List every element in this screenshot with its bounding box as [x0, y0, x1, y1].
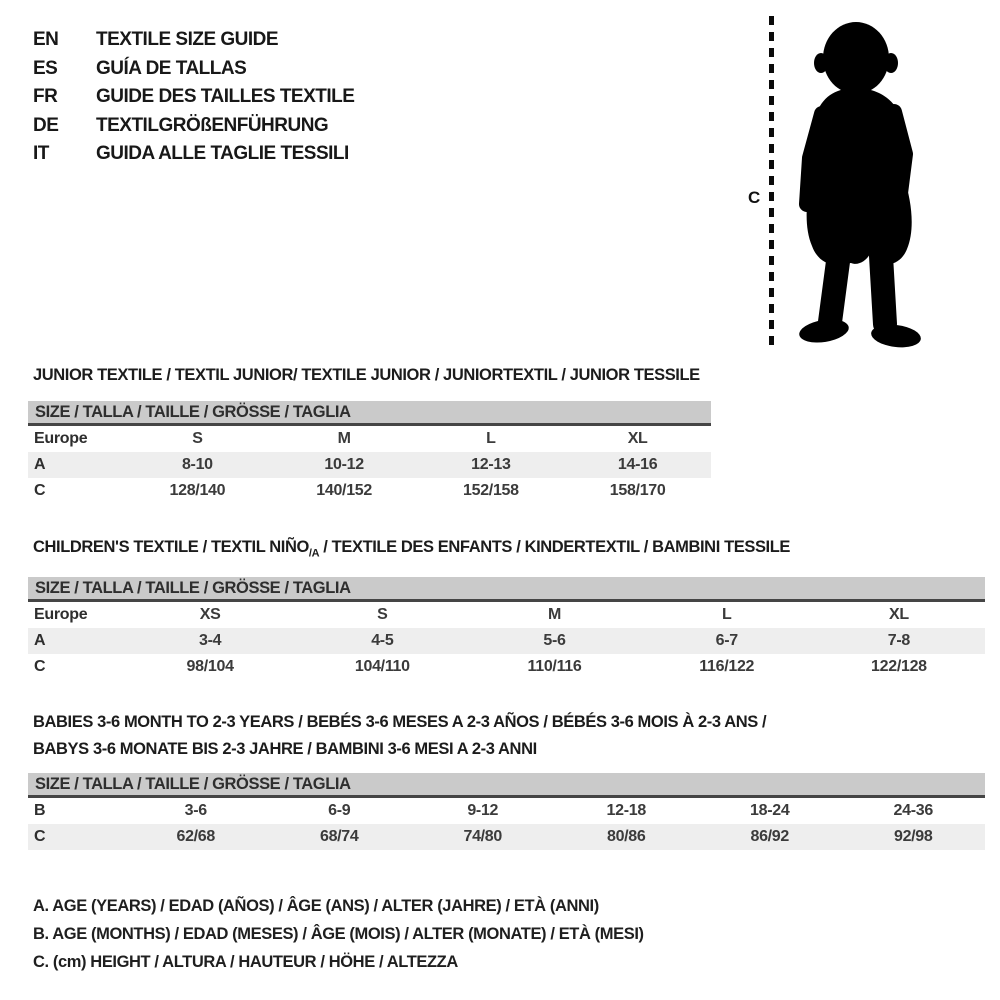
months-cell: 24-36 [893, 802, 934, 819]
height-cell: 92/98 [893, 828, 933, 845]
row-label: A [34, 456, 46, 473]
lang-row-en: EN TEXTILE SIZE GUIDE [33, 26, 354, 55]
note-height-cm: C. (cm) HEIGHT / ALTURA / HAUTEUR / HÖHE… [33, 953, 458, 971]
table-row-height: C 128/140 140/152 152/158 158/170 [28, 478, 711, 504]
height-cell: 128/140 [169, 482, 226, 499]
section-title-children: CHILDREN'S TEXTILE / TEXTIL NIÑO/A / TEX… [33, 538, 790, 559]
lang-row-fr: FR GUIDE DES TAILLES TEXTILE [33, 83, 355, 112]
age-cell: 4-5 [371, 632, 394, 649]
size-cell: S [192, 430, 203, 447]
lang-title: GUIDE DES TAILLES TEXTILE [96, 86, 355, 108]
row-label: A [34, 632, 46, 649]
height-measure-label: C [748, 188, 761, 207]
size-cell: M [547, 606, 562, 623]
months-cell: 6-9 [328, 802, 351, 819]
size-header-bar: SIZE / TALLA / TAILLE / GRÖSSE / TAGLIA [28, 577, 985, 602]
size-cell: M [337, 430, 351, 447]
age-cell: 12-13 [471, 456, 511, 473]
table-row-months: B 3-6 6-9 9-12 12-18 18-24 24-36 [28, 798, 985, 824]
months-cell: 18-24 [750, 802, 790, 819]
size-cell: XL [627, 430, 648, 447]
age-cell: 5-6 [543, 632, 566, 649]
months-cell: 9-12 [467, 802, 499, 819]
height-cell: 104/110 [354, 658, 410, 675]
height-dashed-line [769, 16, 775, 346]
section-title-junior: JUNIOR TEXTILE / TEXTIL JUNIOR/ TEXTILE … [33, 366, 700, 384]
height-cell: 122/128 [871, 658, 927, 675]
row-label: C [34, 828, 46, 845]
size-cell: S [377, 606, 388, 623]
lang-title: GUIDA ALLE TAGLIE TESSILI [96, 143, 349, 165]
lang-title: TEXTILE SIZE GUIDE [96, 29, 279, 51]
lang-title: TEXTILGRÖßENFÜHRUNG [96, 114, 329, 136]
table-row-europe: Europe XS S M L XL [28, 602, 985, 628]
section-title-babies: BABIES 3-6 MONTH TO 2-3 YEARS / BEBÉS 3-… [33, 709, 767, 762]
lang-code: IT [33, 143, 49, 165]
baby-silhouette-icon [784, 16, 939, 356]
section-title-part: CHILDREN'S TEXTILE / TEXTIL NIÑO [33, 538, 309, 556]
legend-notes: A. AGE (YEARS) / EDAD (AÑOS) / ÂGE (ANS)… [33, 892, 644, 976]
height-cell: 140/152 [316, 482, 372, 499]
lang-code: EN [33, 29, 59, 51]
section-title-part: / TEXTILE DES ENFANTS / KINDERTEXTIL / B… [319, 538, 791, 556]
row-label: B [34, 802, 46, 819]
height-cell: 86/92 [750, 828, 790, 845]
age-cell: 8-10 [181, 456, 213, 473]
lang-code: FR [33, 86, 58, 108]
height-cell: 62/68 [176, 828, 216, 845]
age-cell: 14-16 [617, 456, 658, 473]
height-cell: 80/86 [606, 828, 646, 845]
row-label: Europe [34, 430, 88, 447]
lang-row-de: DE TEXTILGRÖßENFÜHRUNG [33, 112, 354, 141]
table-row-age: A 8-10 10-12 12-13 14-16 [28, 452, 711, 478]
section-title-subscript: /A [308, 547, 320, 560]
children-size-table: SIZE / TALLA / TAILLE / GRÖSSE / TAGLIA … [28, 577, 985, 680]
junior-size-table: SIZE / TALLA / TAILLE / GRÖSSE / TAGLIA … [28, 401, 711, 504]
age-cell: 10-12 [324, 456, 364, 473]
size-cell: XS [199, 606, 221, 623]
lang-title: GUÍA DE TALLAS [96, 57, 247, 79]
lang-code: DE [33, 114, 59, 136]
table-row-height: C 98/104 104/110 110/116 116/122 122/128 [28, 654, 985, 680]
lang-code: ES [33, 57, 58, 79]
table-row-age: A 3-4 4-5 5-6 6-7 7-8 [28, 628, 985, 654]
size-header-bar: SIZE / TALLA / TAILLE / GRÖSSE / TAGLIA [28, 401, 711, 426]
height-cell: 98/104 [186, 658, 234, 675]
note-age-months: B. AGE (MONTHS) / EDAD (MESES) / ÂGE (MO… [33, 925, 644, 943]
babies-title-line2: BABYS 3-6 MONATE BIS 2-3 JAHRE / BAMBINI… [33, 739, 537, 758]
language-header: EN TEXTILE SIZE GUIDE ES GUÍA DE TALLAS … [33, 26, 355, 169]
height-cell: 110/116 [527, 658, 582, 675]
age-cell: 3-4 [198, 632, 222, 649]
lang-row-it: IT GUIDA ALLE TAGLIE TESSILI [33, 140, 354, 169]
babies-size-table: SIZE / TALLA / TAILLE / GRÖSSE / TAGLIA … [28, 773, 985, 850]
age-cell: 6-7 [715, 632, 739, 649]
size-cell: L [486, 430, 496, 447]
lang-row-es: ES GUÍA DE TALLAS [33, 55, 354, 84]
size-cell: XL [888, 606, 909, 623]
height-cell: 116/122 [699, 658, 755, 675]
table-row-europe: Europe S M L XL [28, 426, 711, 452]
row-label: Europe [34, 606, 88, 623]
height-cell: 152/158 [463, 482, 519, 499]
height-cell: 74/80 [463, 828, 503, 845]
height-figure: C [748, 8, 939, 348]
row-label: C [34, 482, 46, 499]
babies-title-line1: BABIES 3-6 MONTH TO 2-3 YEARS / BEBÉS 3-… [33, 713, 767, 731]
row-label: C [34, 658, 46, 675]
age-cell: 7-8 [887, 632, 911, 649]
height-cell: 158/170 [609, 482, 666, 499]
months-cell: 3-6 [184, 802, 208, 819]
note-age-years: A. AGE (YEARS) / EDAD (AÑOS) / ÂGE (ANS)… [33, 897, 599, 915]
months-cell: 12-18 [606, 802, 647, 819]
height-cell: 68/74 [319, 828, 359, 845]
size-cell: L [721, 606, 732, 623]
size-header-bar: SIZE / TALLA / TAILLE / GRÖSSE / TAGLIA [28, 773, 985, 798]
table-row-height: C 62/68 68/74 74/80 80/86 86/92 92/98 [28, 824, 985, 850]
